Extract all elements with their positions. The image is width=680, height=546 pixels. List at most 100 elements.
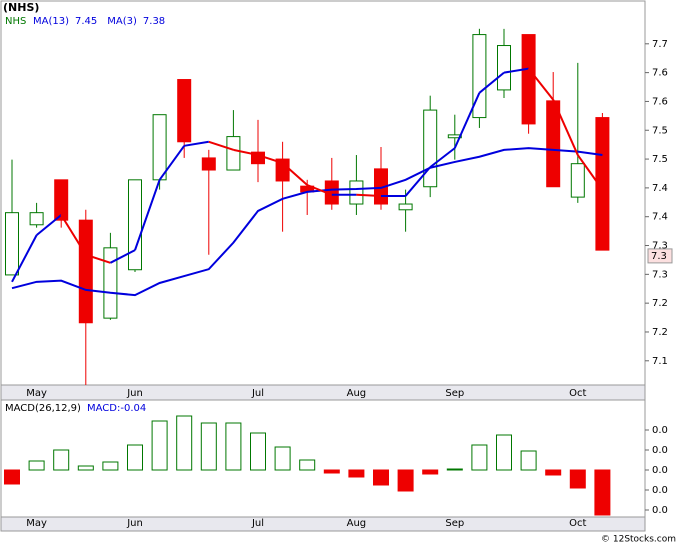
macd-value: MACD:-0.04 <box>87 403 146 414</box>
candle-body <box>152 114 167 181</box>
macd-bar <box>446 468 463 471</box>
macd-bar <box>28 460 45 471</box>
ma-line <box>11 147 603 297</box>
ma-segment <box>233 148 259 157</box>
x-tick-label: May <box>26 518 47 529</box>
y-tick-label: 7.4 <box>652 183 668 194</box>
candle-body <box>128 179 142 271</box>
macd-bar <box>520 450 537 471</box>
macd-bar <box>299 459 316 471</box>
x-tick-label: Jul <box>251 518 264 529</box>
y-tick-label: 7.4 <box>652 212 668 223</box>
macd-bar <box>225 422 242 471</box>
y-tick-label: 7.3 <box>652 269 668 280</box>
chart-title: (NHS) <box>3 1 39 14</box>
x-tick-label: Jun <box>126 518 143 529</box>
ma-segment <box>281 162 308 186</box>
candle-body <box>521 34 536 125</box>
y-tick-label: 7.1 <box>652 356 668 367</box>
macd-bar <box>471 444 488 471</box>
candle-body <box>54 179 69 221</box>
macd-bar <box>545 469 562 476</box>
x-tick-label: May <box>26 388 47 399</box>
ma-segment <box>576 154 604 191</box>
y-tick-label: 7.7 <box>652 39 668 50</box>
x-tick-label: Jul <box>251 388 264 399</box>
candle-body <box>29 212 44 226</box>
candle-body <box>349 180 364 205</box>
macd-bar <box>250 432 266 471</box>
macd-date-strip <box>0 516 646 532</box>
macd-bar <box>274 446 291 471</box>
candle-body <box>177 79 192 143</box>
ma-segment <box>552 99 579 156</box>
ma-segment <box>478 71 505 94</box>
ma-segment <box>60 214 87 256</box>
candle-body <box>472 34 487 119</box>
candle-body <box>546 100 561 188</box>
y-tick-label: 7.5 <box>652 154 668 165</box>
y-tick-label: 7.2 <box>652 298 668 309</box>
x-tick-label: Sep <box>445 518 464 529</box>
macd-bar <box>200 422 217 471</box>
y-tick-label: 0.0 <box>652 505 668 516</box>
ma-segment <box>208 140 234 151</box>
macd-bar <box>496 434 512 471</box>
y-tick-label: 0.0 <box>652 465 668 476</box>
macd-bar <box>151 420 168 471</box>
y-tick-label: 7.5 <box>652 125 668 136</box>
macd-bar <box>4 469 20 485</box>
legend-label: MA(3) <box>107 16 137 27</box>
legend-value: 7.45 <box>75 16 97 27</box>
ma-segment <box>527 67 554 101</box>
macd-title: MACD(26,12,9) <box>5 403 81 414</box>
y-tick-label: 0.0 <box>652 445 668 456</box>
macd-bar <box>53 449 70 471</box>
ma-segment <box>404 166 431 197</box>
candle-body <box>226 136 241 171</box>
x-tick-label: Oct <box>569 388 586 399</box>
ma-segment <box>11 234 38 283</box>
candle-body <box>5 212 19 276</box>
ma-segment <box>306 184 333 196</box>
footer: © 12Stocks.com <box>601 535 676 545</box>
ma-segment <box>453 92 481 149</box>
macd-bar <box>176 415 193 471</box>
y-tick-label: 7.6 <box>652 96 668 107</box>
candle-body <box>570 163 585 198</box>
x-tick-label: Sep <box>445 388 464 399</box>
last-price-box <box>647 248 673 264</box>
ma-segment <box>35 214 62 236</box>
legend-ticker: NHS <box>5 16 26 27</box>
y-tick-label: 7.2 <box>652 327 668 338</box>
ma-segment <box>257 154 283 165</box>
candle-body <box>423 109 438 188</box>
last-price-label: 7.3 <box>651 251 667 262</box>
x-tick-label: Aug <box>347 518 367 529</box>
ma-segment <box>429 147 456 168</box>
macd-bar <box>323 469 340 474</box>
macd-bar <box>422 469 439 475</box>
price-date-strip <box>0 384 646 401</box>
candle-body <box>595 117 610 251</box>
x-tick-label: Jun <box>126 388 143 399</box>
macd-bar <box>373 469 389 486</box>
candle-body <box>78 219 93 324</box>
macd-bar <box>594 469 611 516</box>
x-tick-label: Aug <box>347 388 367 399</box>
legend-value: 7.38 <box>143 16 165 27</box>
x-tick-label: Oct <box>569 518 586 529</box>
candle-body <box>497 45 511 91</box>
ma-segment <box>184 140 209 147</box>
ma-segment <box>356 193 382 197</box>
macd-bar <box>127 444 143 471</box>
ma-segment <box>109 249 136 264</box>
legend-label: MA(13) <box>33 16 69 27</box>
candle-body <box>398 203 413 211</box>
macd-bar <box>397 469 414 492</box>
ma-segment <box>158 145 186 181</box>
candle-body <box>447 134 462 139</box>
macd-bar <box>102 461 119 471</box>
ma-segment <box>134 179 161 251</box>
